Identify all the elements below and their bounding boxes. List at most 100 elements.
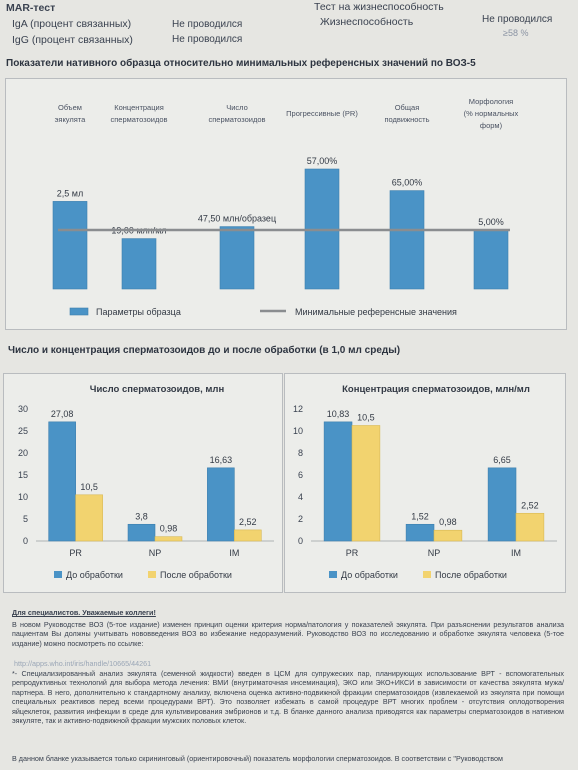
- data-label: 10,83: [327, 409, 350, 419]
- mar-iga-value: Не проводился: [172, 19, 243, 30]
- count-chart: Число сперматозоидов, млн 0 5 10 15 20 25 30 PR 2…: [18, 384, 274, 580]
- x-tick-label: IM: [511, 548, 521, 558]
- section2-title: Число и концентрация сперматозоидов до и…: [8, 345, 401, 356]
- y-tick-label: 30: [18, 404, 28, 414]
- category-label: (% нормальных: [464, 109, 519, 118]
- y-tick-label: 2: [298, 514, 303, 524]
- bar: [389, 190, 425, 290]
- data-label: 27,08: [51, 409, 74, 419]
- bar: [154, 536, 183, 542]
- notes-paragraph-2: *- Специализированный анализ эякулята (с…: [12, 669, 564, 726]
- mar-igg-value: Не проводился: [172, 34, 243, 45]
- category-label: Прогрессивные (PR): [286, 109, 358, 118]
- data-label: 3,8: [135, 511, 148, 521]
- viability-label: Жизнеспособность: [320, 16, 414, 28]
- bar: [351, 425, 381, 542]
- x-tick-label: IM: [229, 548, 239, 558]
- legend-swatch-after: [423, 571, 431, 578]
- y-tick-label: 6: [298, 470, 303, 480]
- legend-swatch-sample: [69, 307, 89, 316]
- legend-label-sample: Параметры образца: [96, 307, 181, 317]
- bar: [75, 494, 103, 542]
- y-tick-label: 5: [23, 514, 28, 524]
- data-label: 65,00%: [392, 178, 423, 188]
- data-label: 16,63: [210, 455, 233, 465]
- bar: [433, 529, 463, 542]
- mar-title: MAR-тест: [6, 2, 56, 14]
- legend-swatch-before: [54, 571, 62, 578]
- bar: [52, 201, 88, 290]
- y-tick-label: 25: [18, 426, 28, 436]
- legend-label-before: До обработки: [66, 570, 123, 580]
- concentration-chart-panel: Концентрация сперматозоидов, млн/мл 0 2 4 6 8…: [284, 373, 566, 593]
- count-chart-panel: Число сперматозоидов, млн 0 5 10 15 20 25 30 PR 2…: [3, 373, 283, 593]
- data-label: 1,52: [411, 511, 429, 521]
- x-tick-label: PR: [69, 548, 82, 558]
- x-tick-label: NP: [149, 548, 162, 558]
- category-label: форм): [480, 121, 503, 130]
- data-label: 57,00%: [307, 156, 338, 166]
- legend-label-reference: Минимальные референсные значения: [295, 307, 457, 317]
- category-label: сперматозоидов: [208, 115, 265, 124]
- legend-swatch-before: [329, 571, 337, 578]
- legend-label-before: До обработки: [341, 570, 398, 580]
- bar: [207, 467, 235, 542]
- category-label: эякулята: [55, 115, 87, 124]
- category-label: подвижность: [384, 115, 429, 124]
- data-label: 47,50 млн/образец: [198, 214, 276, 224]
- viability-value: Не проводился: [482, 14, 553, 25]
- y-tick-label: 10: [293, 426, 303, 436]
- chart-title: Число сперматозоидов, млн: [90, 384, 225, 395]
- data-label: 2,52: [521, 500, 539, 510]
- notes-paragraph-3: В данном бланке указывается только скрин…: [12, 754, 503, 763]
- chart-title: Концентрация сперматозоидов, млн/мл: [342, 384, 530, 395]
- category-label: Концентрация: [114, 103, 164, 112]
- bar: [234, 529, 262, 542]
- y-tick-label: 8: [298, 448, 303, 458]
- legend-label-after: После обработки: [435, 570, 507, 580]
- bar: [473, 229, 509, 290]
- x-tick-label: NP: [428, 548, 441, 558]
- notes-heading: Для специалистов. Уважаемые коллеги!: [12, 608, 156, 617]
- y-tick-label: 10: [18, 492, 28, 502]
- data-label: 0,98: [439, 517, 457, 527]
- section1-title: Показатели нативного образца относительн…: [6, 58, 476, 69]
- category-label: Морфология: [469, 97, 513, 106]
- data-label: 6,65: [493, 455, 511, 465]
- data-label: 10,5: [357, 413, 375, 423]
- bar: [323, 421, 353, 542]
- data-label: 2,52: [239, 517, 257, 527]
- bar: [487, 467, 517, 542]
- concentration-chart: Концентрация сперматозоидов, млн/мл 0 2 4 6 8…: [293, 384, 557, 580]
- y-tick-label: 0: [298, 536, 303, 546]
- data-label: 0,98: [160, 524, 178, 534]
- mar-igg-label: IgG (процент связанных): [12, 34, 133, 46]
- category-label: сперматозоидов: [110, 115, 167, 124]
- data-label: 5,00%: [478, 217, 504, 227]
- bar: [127, 523, 156, 542]
- notes-paragraph-1: В новом Руководстве ВОЗ (5-тое издание) …: [12, 620, 564, 648]
- legend-swatch-after: [148, 571, 156, 578]
- bar: [48, 421, 76, 542]
- mar-iga-label: IgA (процент связанных): [12, 18, 132, 30]
- y-tick-label: 20: [18, 448, 28, 458]
- bar: [515, 512, 545, 542]
- native-sample-chart: Объем эякулята Концентрация сперматозоидов Ч…: [52, 97, 519, 317]
- legend-label-after: После обработки: [160, 570, 232, 580]
- category-label: Число: [226, 103, 248, 112]
- category-label: Объем: [58, 103, 82, 112]
- bar: [121, 238, 157, 290]
- bar: [405, 523, 435, 542]
- who-link[interactable]: http://apps.who.int/iris/handle/10665/44…: [14, 659, 152, 668]
- y-tick-label: 0: [23, 536, 28, 546]
- viability-title: Тест на жизнеспособность: [314, 1, 444, 13]
- bar: [219, 226, 255, 290]
- y-tick-label: 12: [293, 404, 303, 414]
- y-tick-label: 15: [18, 470, 28, 480]
- native-sample-panel: Объем эякулята Концентрация сперматозоидов Ч…: [5, 78, 567, 330]
- y-tick-label: 4: [298, 492, 303, 502]
- category-label: Общая: [395, 103, 420, 112]
- x-tick-label: PR: [346, 548, 359, 558]
- data-label: 10,5: [80, 482, 98, 492]
- data-label: 2,5 мл: [57, 188, 83, 198]
